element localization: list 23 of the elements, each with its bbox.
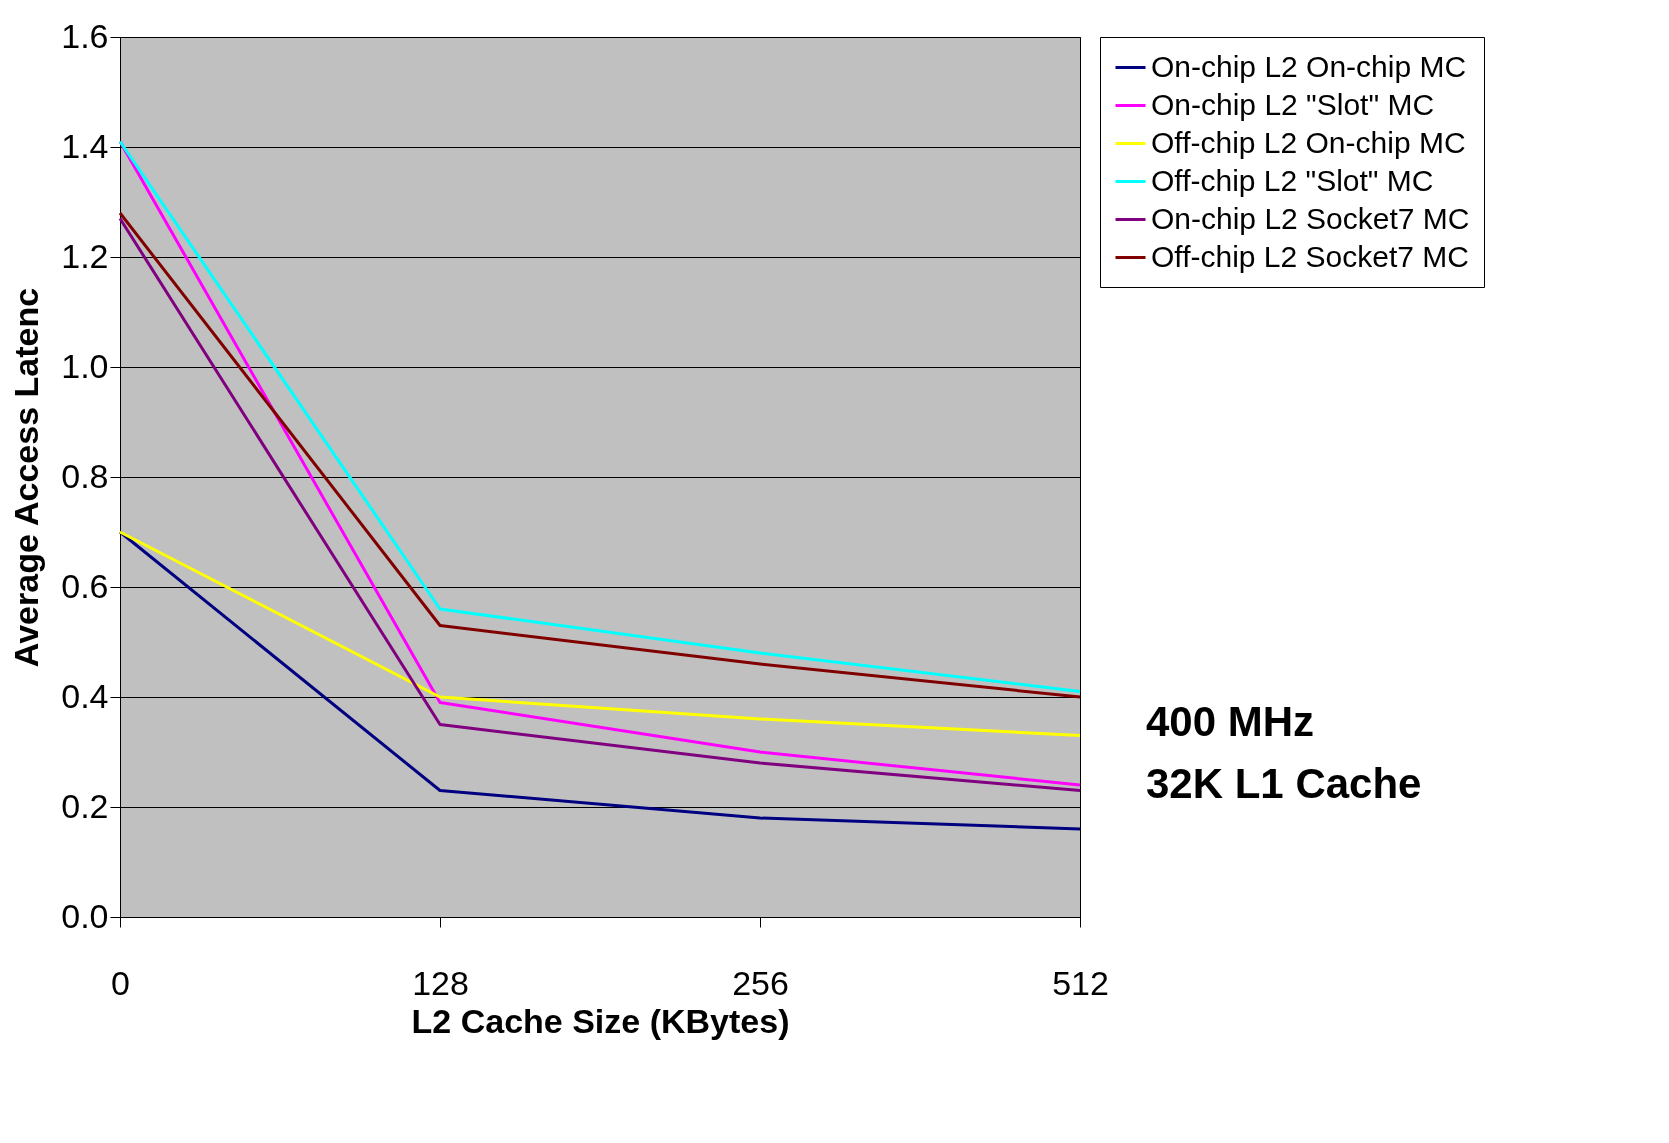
y-tick-label: 0.2 [61,786,109,825]
legend-label: Off-chip L2 Socket7 MC [1151,239,1469,273]
x-axis-title: L2 Cache Size (KBytes) [411,1001,790,1040]
x-tick-label: 0 [111,963,130,1002]
legend-label: On-chip L2 On-chip MC [1151,49,1467,83]
legend-label: On-chip L2 Socket7 MC [1151,201,1470,235]
y-tick-label: 0.0 [61,896,109,935]
y-tick-label: 1.6 [61,16,109,55]
text: 32K L1 Cache [1146,760,1422,808]
y-axis-title: Average Access Latenc [7,287,46,668]
y-tick-label: 0.6 [61,566,109,605]
x-tick-label: 128 [412,963,469,1002]
x-tick-label: 256 [732,963,789,1002]
y-tick-label: 1.2 [61,236,109,275]
legend-label: Off-chip L2 "Slot" MC [1151,163,1434,197]
y-tick-label: 1.4 [61,126,109,165]
y-tick-label: 1.0 [61,346,109,385]
text: 400 MHz [1146,698,1315,746]
legend-label: On-chip L2 "Slot" MC [1151,87,1435,121]
x-tick-label: 512 [1052,963,1109,1002]
legend-label: Off-chip L2 On-chip MC [1151,125,1466,159]
y-tick-label: 0.8 [61,456,109,495]
y-tick-label: 0.4 [61,676,109,715]
